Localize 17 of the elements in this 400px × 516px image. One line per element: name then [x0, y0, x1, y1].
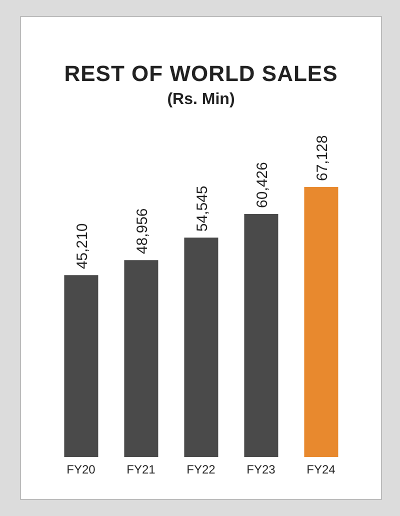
chart-subtitle: (Rs. Min) — [166, 91, 236, 109]
data-label: 48,956 — [134, 208, 152, 254]
data-label: 67,128 — [314, 135, 332, 181]
bar — [124, 260, 158, 457]
data-label: 54,545 — [194, 186, 212, 232]
x-tick-label: FY24 — [306, 462, 336, 477]
data-label: 60,426 — [254, 162, 272, 208]
chart-title: REST OF WORLD SALES — [63, 61, 339, 87]
x-tick-label: FY23 — [246, 462, 276, 477]
data-label: 45,210 — [74, 223, 92, 270]
bar — [64, 275, 98, 457]
x-tick-label: FY21 — [126, 462, 156, 477]
x-tick-label: FY22 — [186, 462, 216, 477]
bar — [304, 187, 338, 457]
bar — [244, 214, 278, 457]
x-tick-label: FY20 — [66, 462, 96, 477]
bar — [184, 238, 218, 457]
